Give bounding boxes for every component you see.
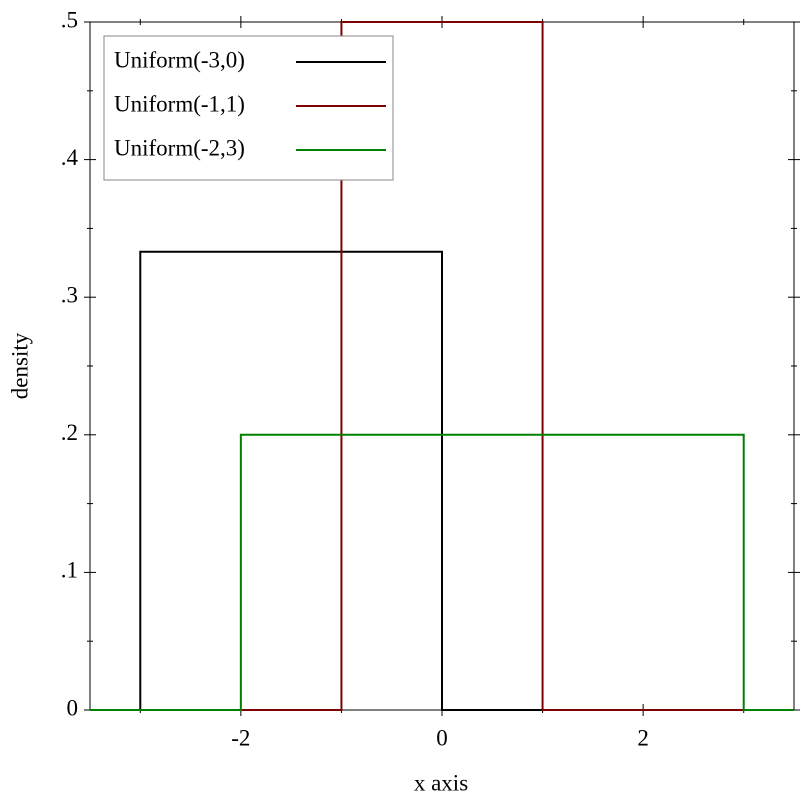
series-line <box>90 21 794 711</box>
y-tick-label: .4 <box>61 145 79 170</box>
legend-box <box>103 35 394 181</box>
x-tick-label: -2 <box>231 725 250 750</box>
y-tick-label: .2 <box>61 420 78 445</box>
y-tick-label: .3 <box>61 282 78 307</box>
legend-label: Uniform(-2,3) <box>114 135 245 160</box>
y-tick-label: .1 <box>61 558 78 583</box>
x-axis-label: x axis <box>414 770 468 795</box>
legend-label: Uniform(-1,1) <box>114 91 245 116</box>
y-tick-label: 0 <box>67 695 79 720</box>
y-axis-label: density <box>7 332 32 399</box>
legend-label: Uniform(-3,0) <box>114 47 245 72</box>
x-tick-label: 0 <box>436 725 448 750</box>
series-line <box>90 433 794 711</box>
y-tick-label: .5 <box>61 7 78 32</box>
x-tick-label: 2 <box>637 725 649 750</box>
